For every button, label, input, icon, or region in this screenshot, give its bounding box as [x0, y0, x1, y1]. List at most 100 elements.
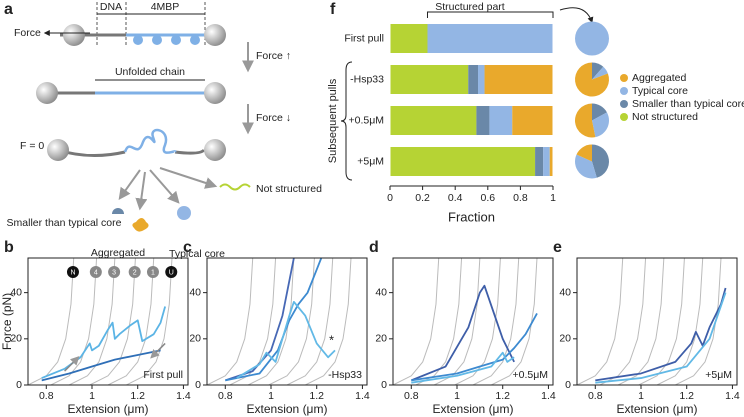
- bar-segment: [549, 146, 553, 177]
- pie-slice: [575, 62, 609, 97]
- curve-marker: [66, 266, 79, 278]
- trace: [410, 284, 515, 382]
- reference-curve: [472, 257, 520, 386]
- reference-curve: [27, 257, 75, 386]
- reference-curve: [599, 257, 647, 386]
- reference-curve: [247, 257, 295, 386]
- label: Typical core: [169, 248, 225, 260]
- bar-segment: [535, 146, 544, 177]
- pie-slice: [575, 21, 609, 56]
- legend-swatch: [620, 113, 628, 121]
- y-tick-label: 40: [189, 286, 201, 298]
- trace: [411, 312, 538, 382]
- legend-swatch: [620, 87, 628, 95]
- trace: [236, 300, 336, 379]
- x-tick-label: 1.2: [309, 390, 324, 402]
- pie-slice: [575, 154, 597, 179]
- frame: [392, 257, 554, 386]
- frame: [27, 257, 189, 386]
- arrow: [150, 342, 166, 359]
- reference-curve: [576, 257, 624, 386]
- legend-label: Aggregated: [632, 72, 686, 84]
- x-tick-label: 1: [454, 390, 460, 402]
- arrow: [559, 7, 594, 24]
- reference-curve: [392, 257, 440, 386]
- reference-curve: [89, 257, 136, 386]
- pie-slice: [592, 103, 607, 121]
- arrows: [118, 167, 218, 211]
- reference-curve: [415, 257, 463, 386]
- bar-segment: [390, 23, 428, 54]
- reference-curve: [268, 257, 315, 386]
- pie-slice: [592, 112, 609, 138]
- panel-label: d: [369, 239, 379, 256]
- bar-outline: [389, 105, 554, 136]
- bar-segment: [484, 64, 553, 95]
- x-tick-label: 1.4: [355, 390, 370, 402]
- y-tick-label: 0: [565, 379, 571, 391]
- pie-slice: [592, 144, 609, 178]
- x-tick-label: 1.4: [725, 390, 740, 402]
- x-tick-label: 1: [268, 390, 274, 402]
- x-tick-label: 0.8: [588, 390, 603, 402]
- reference-curve: [305, 257, 352, 386]
- curve-marker: [89, 266, 102, 278]
- label: Force: [14, 27, 41, 39]
- small-core: [112, 208, 124, 214]
- x-tick-label: 0.6: [480, 192, 495, 204]
- label: DNA: [100, 1, 122, 13]
- label: Unfolded chain: [115, 66, 185, 78]
- x-tick-label: 1.2: [130, 390, 145, 402]
- frame: [576, 257, 738, 386]
- condition-label: +5μM: [705, 369, 732, 381]
- panel-label: b: [4, 239, 14, 256]
- bar-segment: [512, 105, 553, 136]
- reference-curve: [454, 257, 501, 386]
- trace: [41, 306, 167, 379]
- reference-curve: [68, 257, 116, 386]
- category-label: +5μM: [357, 155, 384, 167]
- bead: [63, 24, 85, 46]
- pie-slice: [592, 66, 608, 80]
- x-tick-label: 1: [638, 390, 644, 402]
- x-tick-label: 0.4: [448, 192, 463, 204]
- category-label: First pull: [344, 32, 384, 44]
- bead: [36, 82, 58, 104]
- x-tick-label: 0.8: [513, 192, 528, 204]
- x-tick-label: 0.2: [415, 192, 430, 204]
- reference-curve: [286, 257, 334, 386]
- y-tick-label: 20: [559, 333, 571, 345]
- x-tick-label: 1.4: [176, 390, 191, 402]
- curve-marker: [165, 266, 178, 278]
- domains: [133, 35, 200, 45]
- label: F = 0: [20, 140, 44, 152]
- bar-outline: [389, 146, 554, 177]
- x-tick-label: 1.4: [541, 390, 556, 402]
- bar-segment: [390, 146, 536, 177]
- bar-segment: [390, 105, 477, 136]
- label: Smaller than typical core: [7, 217, 122, 229]
- core: [177, 206, 191, 220]
- x-tick-label: 0: [387, 192, 393, 204]
- bead: [204, 24, 226, 46]
- curve-label: 1: [151, 269, 155, 276]
- annotation: *: [329, 333, 334, 348]
- bar-outline: [389, 23, 554, 54]
- curve-marker: [108, 266, 121, 278]
- y-tick-label: 40: [375, 286, 387, 298]
- reference-curve: [206, 257, 254, 386]
- trace: [225, 257, 323, 382]
- bead: [204, 139, 226, 161]
- condition-label: +0.5μM: [512, 369, 548, 381]
- y-tick-label: 20: [10, 333, 22, 345]
- bar-segment: [478, 64, 485, 95]
- curve-label: U: [169, 269, 174, 276]
- chain: [123, 128, 177, 154]
- x-axis-label: Extension (μm): [247, 402, 328, 416]
- dna: [57, 148, 206, 158]
- legend-swatch: [620, 100, 628, 108]
- bar-segment: [427, 23, 553, 54]
- y-tick-label: 40: [559, 286, 571, 298]
- bracket: [426, 11, 554, 18]
